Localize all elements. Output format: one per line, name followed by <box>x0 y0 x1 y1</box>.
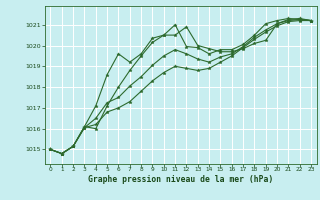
X-axis label: Graphe pression niveau de la mer (hPa): Graphe pression niveau de la mer (hPa) <box>88 175 273 184</box>
